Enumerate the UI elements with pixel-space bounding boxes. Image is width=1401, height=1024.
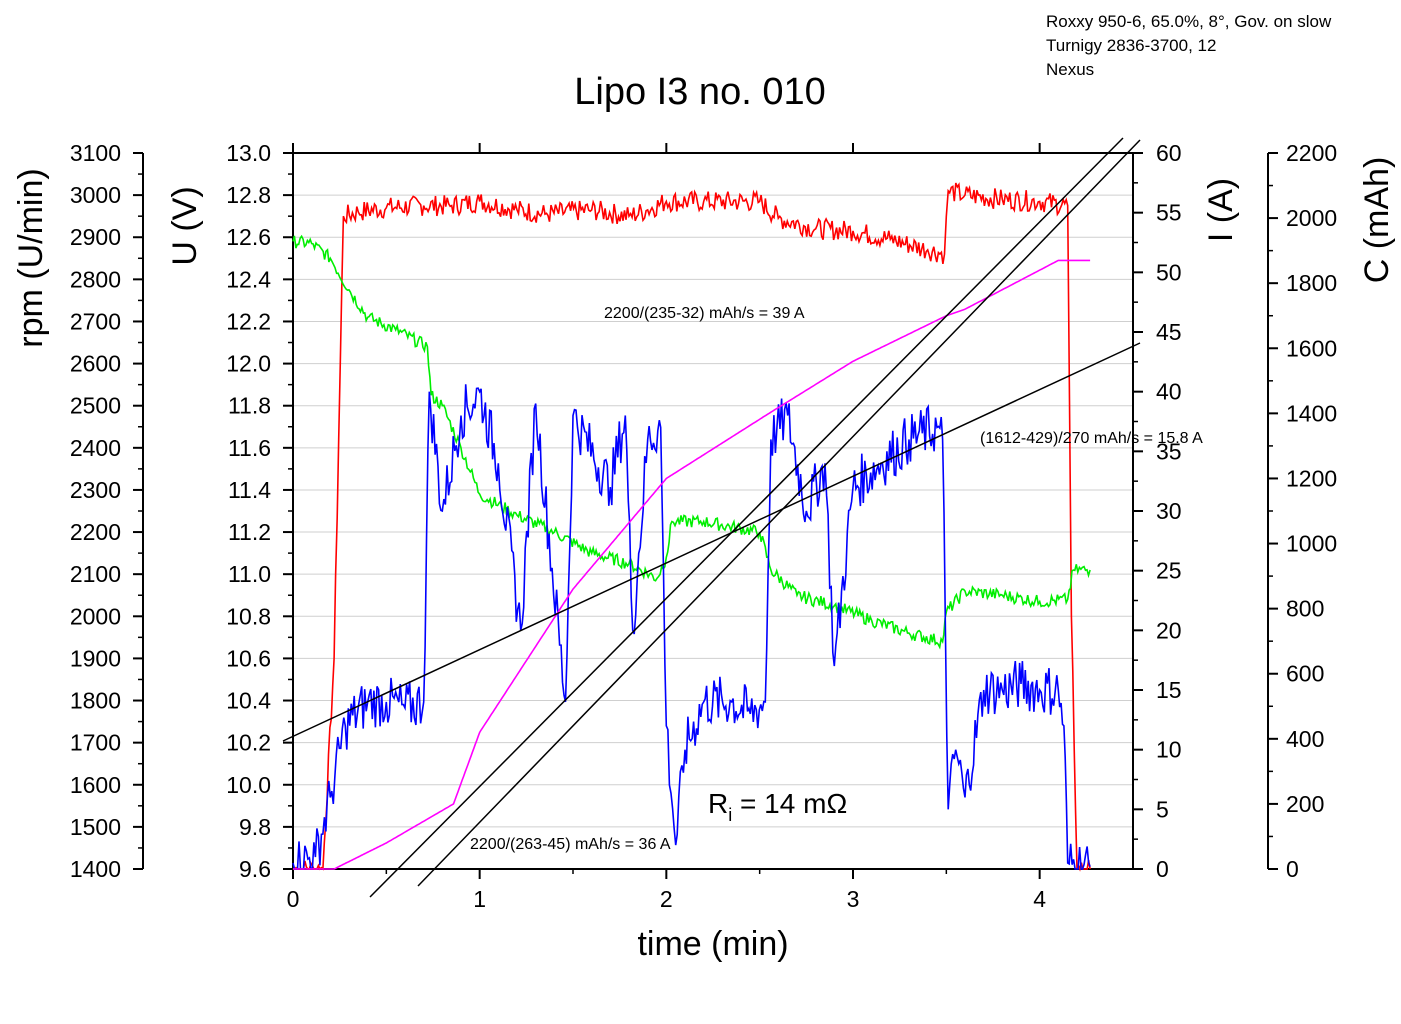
voltage-tick-label: 10.4 [226, 688, 271, 714]
voltage-tick-label: 11.0 [228, 561, 271, 587]
voltage-tick-label: 11.2 [228, 519, 271, 545]
voltage-tick-label: 12.0 [226, 351, 271, 377]
rpm-tick-label: 1400 [70, 856, 121, 882]
voltage-tick-label: 10.0 [226, 772, 271, 798]
x-tick-label: 1 [473, 886, 486, 912]
x-tick-label: 2 [660, 886, 673, 912]
current-tick-label: 5 [1156, 796, 1169, 822]
voltage-tick-label: 9.8 [239, 814, 271, 840]
voltage-tick-label: 13.0 [226, 140, 271, 166]
fit-36a-label: 2200/(263-45) mAh/s = 36 A [470, 836, 671, 853]
x-tick-label: 4 [1033, 886, 1046, 912]
axis-title-group: rpm (U/min) U (V) I (A) C (mAh) time (mi… [12, 157, 1396, 963]
x-tick-label: 0 [287, 886, 300, 912]
rpm-tick-label: 1900 [70, 645, 121, 671]
fit-36a-line [417, 139, 1141, 887]
current-tick-label: 45 [1156, 319, 1182, 345]
capacity-tick-label: 800 [1286, 596, 1324, 622]
current-tick-label: 50 [1156, 259, 1182, 285]
voltage-series-line [292, 234, 1091, 650]
voltage-axis-title: U (V) [166, 186, 204, 265]
current-tick-label: 20 [1156, 617, 1182, 643]
capacity-tick-label: 1800 [1286, 270, 1337, 296]
capacity-tick-label: 1200 [1286, 465, 1337, 491]
current-tick-label: 60 [1156, 140, 1182, 166]
fit-39a-line [369, 137, 1124, 898]
current-tick-label: 15 [1156, 677, 1182, 703]
meta-line-2: Turnigy 2836-3700, 12 [1046, 36, 1217, 55]
capacity-axis-title: C (mAh) [1358, 157, 1396, 284]
rpm-tick-label: 2000 [70, 603, 121, 629]
rpm-tick-label: 2300 [70, 477, 121, 503]
current-tick-label: 10 [1156, 737, 1182, 763]
capacity-tick-label: 600 [1286, 661, 1324, 687]
rpm-tick-label: 3100 [70, 140, 121, 166]
rpm-tick-label: 1600 [70, 772, 121, 798]
fit-15-8a-label: (1612-429)/270 mAh/s = 15.8 A [980, 430, 1203, 447]
current-tick-label: 0 [1156, 856, 1169, 882]
rpm-tick-label: 1700 [70, 730, 121, 756]
x-axis-title: time (min) [637, 925, 788, 963]
ri-sub: i [728, 805, 732, 825]
capacity-tick-label: 200 [1286, 791, 1324, 817]
voltage-tick-label: 12.4 [226, 266, 271, 292]
rpm-tick-label: 3000 [70, 182, 121, 208]
data-series [292, 182, 1091, 872]
voltage-tick-label: 11.4 [228, 477, 271, 503]
capacity-tick-label: 1000 [1286, 531, 1337, 557]
voltage-tick-label: 12.6 [226, 224, 271, 250]
rpm-tick-label: 2500 [70, 393, 121, 419]
current-tick-label: 40 [1156, 379, 1182, 405]
grid-lines [293, 152, 1133, 870]
annotations: 2200/(235-32) mAh/s = 39 A (1612-429)/27… [470, 305, 1203, 853]
voltage-tick-label: 10.8 [226, 603, 271, 629]
voltage-tick-label: 10.2 [226, 730, 271, 756]
capacity-tick-label: 1600 [1286, 335, 1337, 361]
x-tick-label: 3 [847, 886, 860, 912]
current-series-line [292, 384, 1091, 870]
ri-main: R [708, 788, 728, 819]
plot-frame [292, 152, 1134, 870]
internal-resistance-label: Ri = 14 mΩ [708, 788, 847, 825]
voltage-tick-label: 12.2 [226, 308, 271, 334]
current-axis-title: I (A) [1202, 178, 1240, 242]
rpm-axis-title: rpm (U/min) [12, 168, 50, 347]
voltage-tick-label: 11.8 [228, 393, 271, 419]
rpm-tick-label: 2200 [70, 519, 121, 545]
capacity-series-line [293, 259, 1091, 870]
axes: 1400150016001700180019002000210022002300… [70, 140, 1337, 912]
capacity-tick-label: 2000 [1286, 205, 1337, 231]
rpm-tick-label: 2600 [70, 351, 121, 377]
meta-line-1: Roxxy 950-6, 65.0%, 8°, Gov. on slow [1046, 12, 1332, 31]
rpm-tick-label: 1500 [70, 814, 121, 840]
current-tick-label: 35 [1156, 438, 1182, 464]
voltage-tick-label: 10.6 [226, 645, 271, 671]
chart-title: Lipo I3 no. 010 [574, 71, 825, 113]
voltage-tick-label: 12.8 [226, 182, 271, 208]
capacity-tick-label: 400 [1286, 726, 1324, 752]
rpm-tick-label: 2900 [70, 224, 121, 250]
rpm-tick-label: 2800 [70, 266, 121, 292]
current-tick-label: 55 [1156, 200, 1182, 226]
fit-15-8a-line [282, 342, 1141, 742]
current-tick-label: 30 [1156, 498, 1182, 524]
rpm-series-line [293, 182, 1091, 872]
fit-lines [282, 137, 1141, 898]
capacity-tick-label: 2200 [1286, 140, 1337, 166]
voltage-tick-label: 9.6 [239, 856, 271, 882]
current-tick-label: 25 [1156, 558, 1182, 584]
fit-39a-label: 2200/(235-32) mAh/s = 39 A [604, 305, 805, 322]
capacity-tick-label: 0 [1286, 856, 1299, 882]
meta-line-3: Nexus [1046, 60, 1095, 79]
ri-value: = 14 mΩ [732, 788, 847, 819]
voltage-tick-label: 11.6 [228, 435, 271, 461]
rpm-tick-label: 2400 [70, 435, 121, 461]
rpm-tick-label: 2700 [70, 308, 121, 334]
rpm-tick-label: 1800 [70, 688, 121, 714]
rpm-tick-label: 2100 [70, 561, 121, 587]
capacity-tick-label: 1400 [1286, 400, 1337, 426]
test-setup-info: Roxxy 950-6, 65.0%, 8°, Gov. on slow Tur… [1046, 10, 1331, 82]
